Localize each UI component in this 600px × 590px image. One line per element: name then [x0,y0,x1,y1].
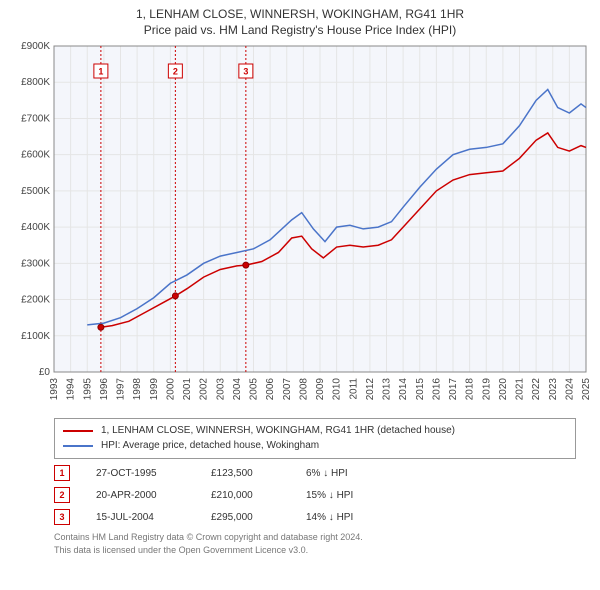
page-root: 1, LENHAM CLOSE, WINNERSH, WOKINGHAM, RG… [0,0,600,590]
x-axis-label: 2015 [415,378,426,401]
x-axis-label: 2011 [348,378,359,400]
x-axis-label: 2016 [431,378,442,401]
footer-line1: Contains HM Land Registry data © Crown c… [54,531,576,543]
x-axis-label: 2019 [481,378,492,401]
chart-title-block: 1, LENHAM CLOSE, WINNERSH, WOKINGHAM, RG… [10,6,590,38]
marker-badge-number: 3 [243,67,248,77]
chart-title-line1: 1, LENHAM CLOSE, WINNERSH, WOKINGHAM, RG… [10,6,590,22]
legend-label: 1, LENHAM CLOSE, WINNERSH, WOKINGHAM, RG… [101,424,455,438]
legend-label: HPI: Average price, detached house, Woki… [101,439,319,453]
x-axis-label: 2004 [232,378,243,401]
x-axis-label: 2025 [581,378,590,401]
event-price: £123,500 [211,468,306,479]
x-axis-label: 2002 [199,378,210,401]
chart-title-line2: Price paid vs. HM Land Registry's House … [10,22,590,38]
event-price: £295,000 [211,512,306,523]
x-axis-label: 2007 [282,378,293,401]
event-date: 15-JUL-2004 [96,512,211,523]
event-delta: 15% ↓ HPI [306,490,353,501]
event-price: £210,000 [211,490,306,501]
y-axis-label: £900K [21,42,50,52]
event-delta: 14% ↓ HPI [306,512,353,523]
y-axis-label: £500K [21,186,50,197]
marker-dot [243,263,249,269]
marker-dot [98,325,104,331]
marker-badge-number: 1 [98,67,103,77]
x-axis-label: 2023 [548,378,559,401]
event-badge: 2 [54,487,70,503]
marker-badge-number: 2 [173,67,178,77]
x-axis-label: 2013 [382,378,393,401]
x-axis-label: 2010 [332,378,343,401]
x-axis-label: 2006 [265,378,276,401]
x-axis-label: 2022 [531,378,542,401]
legend-item: 1, LENHAM CLOSE, WINNERSH, WOKINGHAM, RG… [63,424,567,438]
marker-dot [172,293,178,299]
y-axis-label: £0 [39,367,51,378]
x-axis-label: 1999 [149,378,160,401]
events-table: 1 27-OCT-1995£123,5006% ↓ HPI 2 20-APR-2000… [54,465,576,525]
x-axis-label: 2018 [465,378,476,401]
x-axis-label: 2014 [398,378,409,401]
x-axis-label: 2003 [215,378,226,401]
footer-attribution: Contains HM Land Registry data © Crown c… [54,531,576,555]
x-axis-label: 2008 [298,378,309,401]
footer-line2: This data is licensed under the Open Gov… [54,544,576,556]
x-axis-label: 1993 [49,378,60,401]
x-axis-label: 2012 [365,378,376,401]
y-axis-label: £400K [21,222,50,233]
chart-container: £0 £100K £200K £300K £400K £500K £600K £700K £80… [10,42,590,412]
y-axis-label: £300K [21,259,50,270]
x-axis-label: 2009 [315,378,326,401]
y-axis-label: £200K [21,295,50,306]
event-date: 20-APR-2000 [96,490,211,501]
x-axis-label: 2020 [498,378,509,401]
y-axis-label: £100K [21,331,50,342]
event-delta: 6% ↓ HPI [306,468,348,479]
legend-swatch [63,430,93,432]
x-axis-label: 2017 [448,378,459,401]
x-axis-label: 2024 [564,378,575,401]
legend-item: HPI: Average price, detached house, Woki… [63,439,567,453]
x-axis-label: 2001 [182,378,193,401]
event-badge: 3 [54,509,70,525]
x-axis-label: 2021 [515,378,526,401]
legend: 1, LENHAM CLOSE, WINNERSH, WOKINGHAM, RG… [54,418,576,459]
x-axis-label: 1997 [116,378,127,401]
chart-svg: £0 £100K £200K £300K £400K £500K £600K £700K £80… [10,42,590,412]
x-axis-label: 1994 [66,378,77,401]
legend-swatch [63,445,93,447]
event-row: 1 27-OCT-1995£123,5006% ↓ HPI [54,465,576,481]
event-row: 2 20-APR-2000£210,00015% ↓ HPI [54,487,576,503]
x-axis-label: 1996 [99,378,110,401]
y-axis-label: £800K [21,78,50,89]
event-date: 27-OCT-1995 [96,468,211,479]
x-axis-label: 1995 [82,378,93,401]
y-axis-label: £600K [21,150,50,161]
event-row: 3 15-JUL-2004£295,00014% ↓ HPI [54,509,576,525]
event-badge: 1 [54,465,70,481]
y-axis-label: £700K [21,114,50,125]
x-axis-label: 2000 [165,378,176,401]
x-axis-label: 2005 [249,378,260,401]
x-axis-label: 1998 [132,378,143,401]
